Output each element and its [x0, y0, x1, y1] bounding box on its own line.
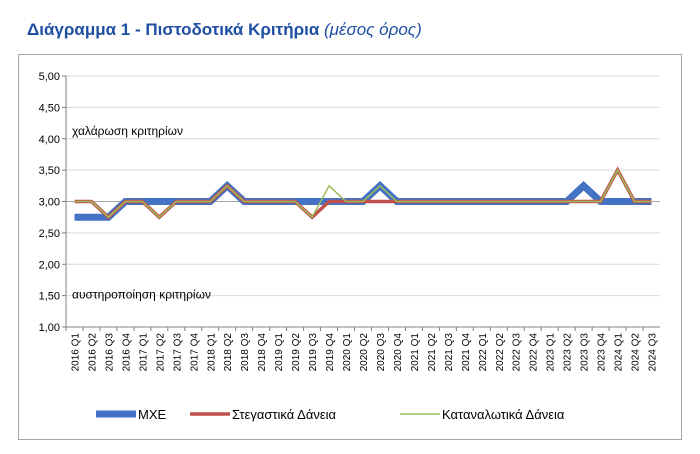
- annotation-upper: χαλάρωση κριτηρίων: [72, 124, 183, 138]
- x-tick-label: 2021 Q4: [461, 333, 472, 372]
- chart-title-subtitle: (μέσος όρος): [324, 20, 422, 39]
- x-tick-label: 2020 Q3: [376, 333, 387, 372]
- x-tick-label: 2017 Q1: [138, 333, 149, 372]
- x-tick-label: 2023 Q2: [563, 333, 574, 372]
- y-tick-label: 4,50: [39, 102, 60, 114]
- x-tick-label: 2021 Q1: [410, 333, 421, 372]
- chart-title: Διάγραμμα 1 - Πιστοδοτικά Κριτήρια (μέσο…: [27, 20, 422, 40]
- chart-title-main: Διάγραμμα 1 - Πιστοδοτικά Κριτήρια: [27, 20, 320, 39]
- y-tick-label: 1,50: [39, 291, 60, 303]
- x-tick-label: 2016 Q2: [87, 333, 98, 372]
- annotation-lower: αυστηροποίηση κριτηρίων: [72, 288, 211, 302]
- annotations: χαλάρωση κριτηρίων αυστηροποίηση κριτηρίω…: [72, 124, 211, 302]
- x-tick-label: 2023 Q3: [580, 333, 591, 372]
- x-tick-label: 2018 Q4: [257, 333, 268, 372]
- x-tick-label: 2023 Q4: [597, 333, 608, 372]
- x-tick-label: 2016 Q4: [121, 333, 132, 372]
- x-tick-label: 2019 Q2: [291, 333, 302, 372]
- x-tick-label: 2020 Q4: [393, 333, 404, 372]
- x-tick-label: 2020 Q1: [342, 333, 353, 372]
- chart-frame: [18, 54, 682, 440]
- x-tick-label: 2024 Q3: [648, 333, 659, 372]
- x-tick-label: 2018 Q2: [223, 333, 234, 372]
- y-tick-label: 3,50: [39, 165, 60, 177]
- axes: 1,00 1,50 2,00 2,50 3,00 3,50 4,00 4,50 5,00 2016…: [39, 71, 660, 371]
- x-tick-label: 2024 Q1: [614, 333, 625, 372]
- x-tick-label: 2019 Q1: [274, 333, 285, 372]
- y-tick-label: 4,00: [39, 134, 60, 146]
- legend-label-1: ΜΧΕ: [138, 407, 167, 422]
- x-tick-label: 2024 Q2: [631, 333, 642, 372]
- series-layer: [74, 166, 652, 221]
- x-tick-label: 2022 Q2: [495, 333, 506, 372]
- y-tick-label: 3,00: [39, 197, 60, 209]
- y-tick-label: 2,00: [39, 259, 60, 271]
- x-tick-label: 2020 Q2: [359, 333, 370, 372]
- x-tick-label: 2022 Q4: [529, 333, 540, 372]
- legend: ΜΧΕ Στεγαστικά Δάνεια Καταναλωτικά Δάνεια: [96, 407, 565, 422]
- x-tick-label: 2018 Q1: [206, 333, 217, 372]
- series-line-2: [74, 166, 652, 220]
- x-tick-label: 2022 Q1: [478, 333, 489, 372]
- legend-label-3: Καταναλωτικά Δάνεια: [442, 407, 565, 422]
- y-tick-label: 2,50: [39, 228, 60, 240]
- x-tick-label: 2017 Q4: [189, 333, 200, 372]
- x-tick-label: 2016 Q1: [70, 333, 81, 372]
- x-tick-label: 2016 Q3: [104, 333, 115, 372]
- x-tick-label: 2021 Q3: [444, 333, 455, 372]
- gridlines: [66, 75, 660, 297]
- x-tick-label: 2021 Q2: [427, 333, 438, 372]
- x-tick-label: 2017 Q3: [172, 333, 183, 372]
- series-line-3: [74, 168, 652, 219]
- x-tick-label: 2019 Q4: [325, 333, 336, 372]
- x-tick-label: 2018 Q3: [240, 333, 251, 372]
- x-tick-label: 2019 Q3: [308, 333, 319, 372]
- x-tick-label: 2017 Q2: [155, 333, 166, 372]
- x-tick-label: 2022 Q3: [512, 333, 523, 372]
- y-tick-label: 1,00: [39, 322, 60, 334]
- y-tick-label: 5,00: [39, 71, 60, 83]
- x-tick-label: 2023 Q1: [546, 333, 557, 372]
- legend-label-2: Στεγαστικά Δάνεια: [232, 407, 337, 422]
